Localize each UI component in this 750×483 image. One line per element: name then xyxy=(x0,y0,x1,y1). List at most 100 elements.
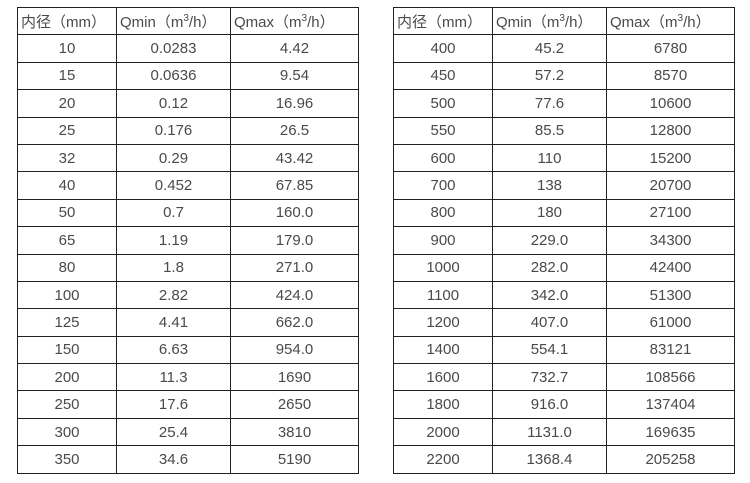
table-cell: 125 xyxy=(17,308,117,337)
flow-spec-table-left: 内径（mm） Qmin（m3/h） Qmax（m3/h） 10 0.0283 4.4… xyxy=(17,6,359,474)
table-cell: 10600 xyxy=(606,89,735,118)
table-cell: 17.6 xyxy=(116,390,231,419)
table-cell: 1131.0 xyxy=(492,417,607,447)
table-row: 250 17.6 2650 xyxy=(17,390,359,419)
header-text: 内径（mm） xyxy=(397,13,482,31)
table-cell: 85.5 xyxy=(492,116,607,145)
table-cell: 400 xyxy=(393,34,493,63)
table-cell: 0.452 xyxy=(116,171,231,200)
table-cell: 271.0 xyxy=(230,253,359,282)
table-cell: 0.12 xyxy=(116,89,231,118)
table-cell: 1000 xyxy=(393,253,493,282)
table-cell: 1368.4 xyxy=(492,445,607,474)
table-row: 10 0.0283 4.42 xyxy=(17,34,359,63)
table-cell: 0.7 xyxy=(116,198,231,228)
table-cell: 42400 xyxy=(606,253,735,282)
header-text: Qmin（m xyxy=(120,13,184,31)
table-cell: 3810 xyxy=(230,417,359,447)
table-cell: 0.176 xyxy=(116,116,231,145)
table-row: 40 0.452 67.85 xyxy=(17,171,359,200)
table-cell: 1800 xyxy=(393,390,493,419)
table-cell: 1200 xyxy=(393,308,493,337)
header-text: /h） xyxy=(683,13,711,31)
table-cell: 8570 xyxy=(606,61,735,91)
header-qmin: Qmin（m3/h） xyxy=(116,6,231,36)
table-cell: 15 xyxy=(17,61,117,91)
table-cell: 554.1 xyxy=(492,335,607,365)
table-row: 25 0.176 26.5 xyxy=(17,116,359,145)
table-cell: 34.6 xyxy=(116,445,231,474)
table-row: 100 2.82 424.0 xyxy=(17,280,359,310)
table-cell: 160.0 xyxy=(230,198,359,228)
table-cell: 200 xyxy=(17,363,117,392)
header-row: 内径（mm） Qmin（m3/h） Qmax（m3/h） xyxy=(17,6,359,36)
table-cell: 34300 xyxy=(606,226,735,255)
table-row: 50 0.7 160.0 xyxy=(17,198,359,228)
table-cell: 61000 xyxy=(606,308,735,337)
table-cell: 732.7 xyxy=(492,363,607,392)
header-row: 内径（mm） Qmin（m3/h） Qmax（m3/h） xyxy=(393,6,735,36)
table-row: 900 229.0 34300 xyxy=(393,226,735,255)
table-cell: 205258 xyxy=(606,445,735,474)
table-cell: 108566 xyxy=(606,363,735,392)
table-row: 800 180 27100 xyxy=(393,198,735,228)
header-text: Qmax（m xyxy=(610,13,678,31)
table-row: 1400 554.1 83121 xyxy=(393,335,735,365)
table-cell: 954.0 xyxy=(230,335,359,365)
table-cell: 1400 xyxy=(393,335,493,365)
header-text: Qmin（m xyxy=(496,13,560,31)
table-cell: 169635 xyxy=(606,417,735,447)
header-qmin: Qmin（m3/h） xyxy=(492,6,607,36)
table-cell: 6780 xyxy=(606,34,735,63)
header-text: /h） xyxy=(307,13,335,31)
table-cell: 2650 xyxy=(230,390,359,419)
table-cell: 179.0 xyxy=(230,226,359,255)
table-cell: 1600 xyxy=(393,363,493,392)
table-cell: 45.2 xyxy=(492,34,607,63)
table-cell: 137404 xyxy=(606,390,735,419)
table-cell: 2.82 xyxy=(116,280,231,310)
table-cell: 700 xyxy=(393,171,493,200)
table-row: 1600 732.7 108566 xyxy=(393,363,735,392)
table-row: 200 11.3 1690 xyxy=(17,363,359,392)
table-cell: 65 xyxy=(17,226,117,255)
table-cell: 27100 xyxy=(606,198,735,228)
table-cell: 424.0 xyxy=(230,280,359,310)
table-cell: 83121 xyxy=(606,335,735,365)
header-qmax: Qmax（m3/h） xyxy=(606,6,735,36)
table-cell: 43.42 xyxy=(230,143,359,173)
table-row: 600 110 15200 xyxy=(393,143,735,173)
table-row: 2000 1131.0 169635 xyxy=(393,417,735,447)
table-body: 10 0.0283 4.42 15 0.0636 9.54 20 0.12 16.96 25 0.1… xyxy=(17,34,359,474)
table-cell: 900 xyxy=(393,226,493,255)
table-row: 125 4.41 662.0 xyxy=(17,308,359,337)
table-cell: 180 xyxy=(492,198,607,228)
table-cell: 20 xyxy=(17,89,117,118)
table-row: 1000 282.0 42400 xyxy=(393,253,735,282)
table-cell: 229.0 xyxy=(492,226,607,255)
table-cell: 350 xyxy=(17,445,117,474)
table-row: 80 1.8 271.0 xyxy=(17,253,359,282)
table-cell: 5190 xyxy=(230,445,359,474)
table-cell: 25 xyxy=(17,116,117,145)
table-cell: 550 xyxy=(393,116,493,145)
header-qmax: Qmax（m3/h） xyxy=(230,6,359,36)
table-row: 450 57.2 8570 xyxy=(393,61,735,91)
table-cell: 57.2 xyxy=(492,61,607,91)
table-cell: 1690 xyxy=(230,363,359,392)
table-cell: 662.0 xyxy=(230,308,359,337)
table-row: 550 85.5 12800 xyxy=(393,116,735,145)
table-cell: 50 xyxy=(17,198,117,228)
table-cell: 110 xyxy=(492,143,607,173)
table-cell: 25.4 xyxy=(116,417,231,447)
header-text: Qmax（m xyxy=(234,13,302,31)
flow-spec-table-right: 内径（mm） Qmin（m3/h） Qmax（m3/h） 400 45.2 6780… xyxy=(393,6,735,474)
table-row: 1200 407.0 61000 xyxy=(393,308,735,337)
header-superscript: 3 xyxy=(677,12,684,24)
table-row: 20 0.12 16.96 xyxy=(17,89,359,118)
table-cell: 10 xyxy=(17,34,117,63)
table-cell: 1.19 xyxy=(116,226,231,255)
table-row: 350 34.6 5190 xyxy=(17,445,359,474)
table-row: 65 1.19 179.0 xyxy=(17,226,359,255)
table-cell: 11.3 xyxy=(116,363,231,392)
